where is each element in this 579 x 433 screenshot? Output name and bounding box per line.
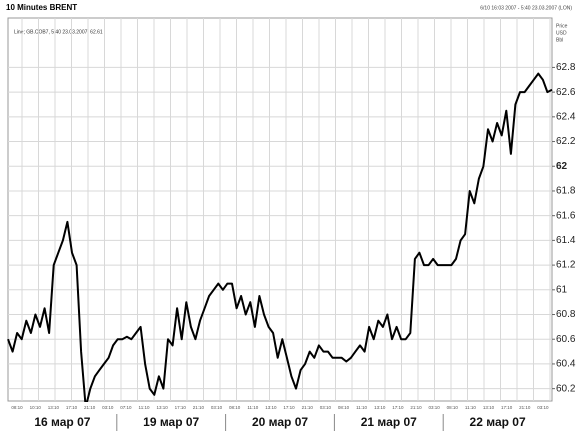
x-hour-label: 13:10 — [374, 405, 386, 410]
y-tick-label: 62.4 — [556, 111, 576, 122]
x-hour-label: 13:10 — [48, 405, 60, 410]
y-axis-label: USD — [556, 30, 567, 36]
x-hour-label: 03:10 — [429, 405, 441, 410]
x-hour-label: 13:10 — [483, 405, 495, 410]
x-hour-label: 03:10 — [102, 405, 114, 410]
x-hour-label: 21:10 — [410, 405, 422, 410]
price-line — [7, 72, 553, 409]
title-bar — [0, 0, 579, 16]
y-tick-label: 62.8 — [556, 62, 576, 73]
x-hour-label: 21:10 — [519, 405, 531, 410]
y-tick-label: 62.6 — [556, 87, 576, 98]
x-hour-label: 03:10 — [537, 405, 549, 410]
x-hour-label: 17:10 — [392, 405, 404, 410]
y-tick-label: 61 — [556, 284, 568, 295]
x-hour-label: 21:10 — [193, 405, 205, 410]
x-day-label: 19 мар 07 — [143, 415, 199, 429]
y-tick-label: 60.6 — [556, 334, 576, 345]
x-hour-label: 11:10 — [356, 405, 367, 410]
x-hour-label: 11:10 — [465, 405, 476, 410]
plot-frame — [7, 17, 553, 402]
y-tick-label: 61.4 — [556, 235, 576, 246]
y-tick-label: 60.8 — [556, 309, 576, 320]
x-day-label: 22 мар 07 — [470, 415, 526, 429]
x-hour-label: 10:10 — [30, 405, 42, 410]
x-hour-label: 08:10 — [338, 405, 350, 410]
x-axis-band — [0, 402, 579, 433]
legend-text: Line; GB.COB7, 5:40 23.03.2007, 62.61 — [14, 29, 103, 35]
chart-title: 10 Minutes BRENT — [6, 3, 77, 12]
x-hour-label: 17:10 — [501, 405, 513, 410]
x-hour-label: 08:10 — [11, 405, 23, 410]
x-hour-label: 03:10 — [211, 405, 223, 410]
y-tick-label: 62.2 — [556, 136, 576, 147]
x-hour-label: 11:10 — [247, 405, 258, 410]
x-hour-label: 07:10 — [120, 405, 132, 410]
x-day-label: 20 мар 07 — [252, 415, 308, 429]
x-day-label: 21 мар 07 — [361, 415, 417, 429]
x-hour-label: 08:10 — [447, 405, 459, 410]
x-hour-label: 21:10 — [84, 405, 96, 410]
y-axis-label: Bbl — [556, 37, 563, 43]
x-hour-label: 08:10 — [229, 405, 241, 410]
subtitle: 6/10 16:03 2007 - 5:40 23.03.2007 (LON) — [480, 5, 572, 11]
x-hour-label: 13:10 — [265, 405, 277, 410]
x-hour-label: 17:10 — [175, 405, 187, 410]
y-tick-label: 60.4 — [556, 359, 576, 370]
x-hour-label: 13:10 — [157, 405, 169, 410]
x-hour-label: 21:10 — [302, 405, 314, 410]
y-tick-label: 60.2 — [556, 383, 576, 394]
y-axis-label: Price — [556, 23, 568, 29]
x-hour-label: 03:10 — [320, 405, 332, 410]
y-tick-label: 61.8 — [556, 186, 576, 197]
y-tick-label: 61.2 — [556, 260, 576, 271]
y-tick-label: 61.6 — [556, 210, 576, 221]
x-day-label: 16 мар 07 — [34, 415, 90, 429]
x-hour-label: 17:10 — [283, 405, 295, 410]
y-tick-label: 62 — [556, 161, 568, 172]
x-hour-label: 17:10 — [66, 405, 78, 410]
x-hour-label: 11:10 — [139, 405, 150, 410]
